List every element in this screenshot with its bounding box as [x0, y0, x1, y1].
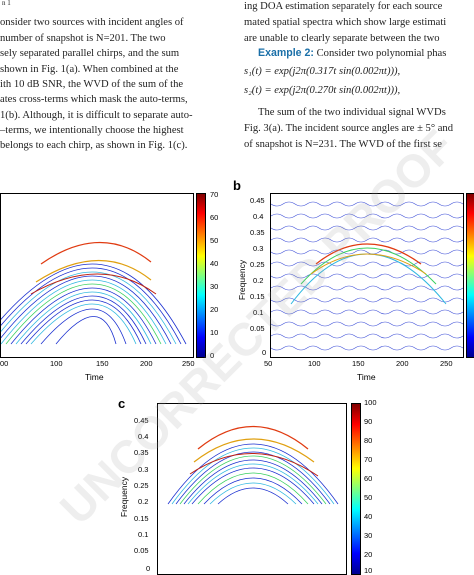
colorbar-tick: 60 — [210, 213, 219, 222]
colorbar-tick: 20 — [210, 305, 219, 314]
text-line: number of snapshot is N=201. The two — [0, 33, 166, 44]
colorbar-tick: 90 — [364, 417, 373, 426]
y-tick: 0.2 — [253, 276, 264, 285]
y-tick: 0.15 — [250, 292, 265, 301]
y-tick: 0.1 — [253, 308, 264, 317]
y-axis-label: Frequency — [237, 259, 248, 301]
colorbar-tick: 30 — [364, 531, 373, 540]
example-text: Consider two polynomial phas — [313, 48, 447, 59]
panel-label: b — [233, 178, 241, 193]
x-tick: 00 — [0, 359, 9, 368]
colorbar-tick: 20 — [364, 550, 373, 559]
x-tick: 250 — [182, 359, 195, 368]
colorbar-tick: 60 — [364, 474, 373, 483]
text-sub-fragment: n 1 — [2, 0, 11, 7]
colorbar-tick: 70 — [364, 455, 373, 464]
contour-image-b — [271, 194, 463, 357]
y-tick: 0.4 — [138, 432, 149, 441]
text-line: shown in Fig. 1(a). When combined at the — [0, 64, 179, 75]
text-line: onsider two sources with incident angles… — [0, 17, 184, 28]
contour-plot-c — [157, 403, 347, 575]
y-tick: 0 — [262, 348, 267, 357]
colorbar-tick: 0 — [210, 351, 215, 360]
text-line: sely separated parallel chirps, and the … — [0, 48, 180, 59]
text-line: of snapshot is N=231. The WVD of the fir… — [244, 139, 443, 150]
contour-plot-b — [270, 193, 464, 358]
x-tick: 100 — [308, 359, 321, 368]
colorbar-tick: 80 — [364, 436, 373, 445]
colorbar-tick: 100 — [364, 398, 377, 407]
text-line: The sum of the two individual signal WVD… — [258, 107, 446, 118]
text-line: are unable to clearly separate between t… — [244, 33, 440, 44]
equation-2: s₂(t) = exp(j2π(0.270t sin(0.002πt))), — [244, 85, 401, 96]
y-tick: 0.3 — [138, 465, 149, 474]
example-label: Example 2: — [258, 47, 314, 59]
equation-1: s₁(t) = exp(j2π(0.317t sin(0.002πt))), — [244, 66, 401, 77]
text-line: ith 10 dB SNR, the WVD of the sum of the — [0, 79, 184, 90]
y-tick: 0.05 — [134, 546, 149, 555]
example-heading: Example 2: Consider two polynomial phas — [258, 47, 446, 60]
y-tick: 0.05 — [250, 324, 265, 333]
colorbar-tick: 40 — [364, 512, 373, 521]
x-tick: 200 — [396, 359, 409, 368]
y-tick: 0.4 — [253, 212, 264, 221]
x-tick: 250 — [440, 359, 453, 368]
x-tick: 150 — [352, 359, 365, 368]
y-tick: 0.35 — [250, 228, 265, 237]
colorbar-a — [196, 193, 206, 358]
colorbar-tick: 50 — [210, 236, 219, 245]
text-line: mated spatial spectra which show large e… — [244, 17, 447, 28]
colorbar-tick: 10 — [210, 328, 219, 337]
y-tick: 0.15 — [134, 514, 149, 523]
colorbar-c — [351, 403, 361, 575]
y-tick: 0.35 — [134, 448, 149, 457]
text-line: 1(b). Although, it is difficult to separ… — [0, 110, 193, 121]
y-tick: 0.45 — [250, 196, 265, 205]
contour-image-a — [1, 241, 187, 345]
y-tick: 0.25 — [250, 260, 265, 269]
contour-plot-a — [0, 193, 194, 358]
text-line: –terms, we intentionally choose the high… — [0, 125, 184, 136]
text-line: belongs to each chirp, as shown in Fig. … — [0, 140, 188, 151]
colorbar-tick: 50 — [364, 493, 373, 502]
x-tick: 50 — [264, 359, 273, 368]
y-tick: 0.2 — [138, 497, 149, 506]
y-axis-label: Frequency — [119, 476, 130, 518]
text-line: ates cross-terms which mask the auto-ter… — [0, 94, 188, 105]
colorbar-tick: 70 — [210, 190, 219, 199]
y-tick: 0.25 — [134, 481, 149, 490]
colorbar-tick: 30 — [210, 282, 219, 291]
x-tick: 200 — [140, 359, 153, 368]
colorbar-tick: 40 — [210, 259, 219, 268]
y-tick: 0 — [146, 564, 151, 573]
y-tick: 0.1 — [138, 530, 149, 539]
x-axis-label: Time — [357, 372, 376, 382]
x-axis-label: Time — [85, 372, 104, 382]
contour-image-c — [167, 425, 339, 505]
text-line: ing DOA estimation separately for each s… — [244, 1, 443, 12]
panel-label: c — [118, 396, 126, 411]
colorbar-tick: 10 — [364, 566, 373, 575]
y-tick: 0.3 — [253, 244, 264, 253]
colorbar-b — [466, 193, 474, 358]
text-line: Fig. 3(a). The incident source angles ar… — [244, 123, 454, 134]
x-tick: 150 — [96, 359, 109, 368]
x-tick: 100 — [50, 359, 63, 368]
y-tick: 0.45 — [134, 416, 149, 425]
